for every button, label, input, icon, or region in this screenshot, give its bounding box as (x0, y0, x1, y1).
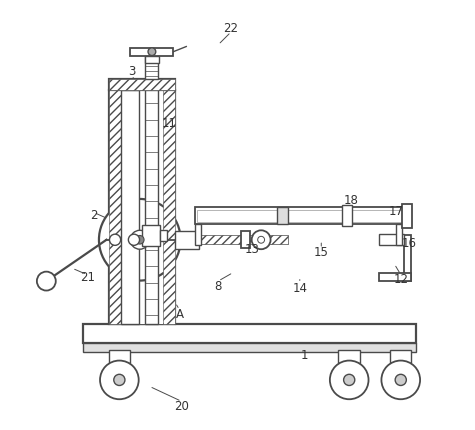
Bar (109, 91, 175, 324)
Bar (83, 344, 416, 352)
Text: 20: 20 (174, 399, 189, 412)
Text: 12: 12 (393, 273, 408, 286)
Bar (198, 236, 288, 245)
Bar (379, 273, 411, 281)
Bar (131, 49, 173, 56)
Bar (339, 350, 360, 363)
Circle shape (109, 235, 121, 246)
Circle shape (37, 272, 56, 291)
Bar (121, 91, 163, 324)
Circle shape (330, 361, 369, 399)
Bar (109, 350, 130, 363)
Circle shape (114, 375, 125, 386)
Text: 15: 15 (314, 245, 329, 258)
Circle shape (135, 236, 144, 245)
Circle shape (148, 49, 156, 56)
Bar (83, 324, 416, 344)
Bar (175, 231, 199, 249)
Text: 18: 18 (344, 194, 359, 206)
Bar (145, 56, 159, 64)
Circle shape (395, 375, 406, 386)
Circle shape (130, 231, 149, 250)
Bar (145, 56, 158, 80)
Text: 16: 16 (402, 237, 417, 249)
Text: 17: 17 (389, 204, 404, 217)
Bar (109, 80, 175, 91)
Text: 14: 14 (292, 281, 307, 295)
Bar (379, 235, 404, 246)
Bar (241, 232, 250, 249)
Text: 11: 11 (161, 117, 176, 129)
Bar (121, 91, 139, 324)
Bar (401, 204, 412, 228)
Text: 3: 3 (129, 65, 136, 78)
Bar (109, 80, 175, 91)
Text: 22: 22 (224, 22, 238, 35)
Bar (109, 91, 121, 324)
Bar (145, 91, 158, 324)
Text: 13: 13 (245, 243, 260, 256)
Bar (404, 236, 411, 281)
Circle shape (258, 237, 265, 244)
Bar (195, 208, 411, 225)
Circle shape (343, 375, 355, 386)
Bar (197, 210, 409, 222)
Bar (195, 225, 201, 246)
Circle shape (252, 231, 271, 250)
Bar (390, 350, 411, 363)
Bar (396, 225, 402, 246)
Bar (142, 226, 160, 246)
Text: A: A (175, 307, 183, 320)
Text: 21: 21 (80, 270, 95, 284)
Text: 2: 2 (90, 209, 97, 221)
Bar (160, 231, 167, 242)
Circle shape (100, 361, 139, 399)
Circle shape (99, 200, 180, 281)
Circle shape (381, 361, 420, 399)
Circle shape (128, 235, 140, 246)
Bar (277, 208, 288, 225)
Text: 8: 8 (215, 279, 222, 292)
Bar (342, 206, 352, 227)
Text: 1: 1 (300, 348, 308, 361)
Bar (163, 91, 175, 324)
